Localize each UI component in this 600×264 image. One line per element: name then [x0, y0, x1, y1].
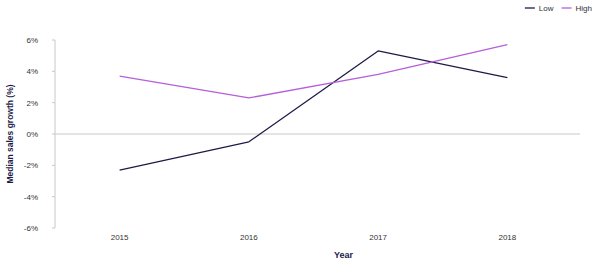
x-axis: [55, 134, 580, 135]
y-tick-label: 4%: [26, 67, 38, 76]
plot-lines: [120, 45, 508, 170]
y-tick-label: 0%: [26, 130, 38, 139]
x-axis-label: Year: [334, 250, 354, 260]
y-tick-label: 2%: [26, 99, 38, 108]
y-tick-label: -6%: [24, 224, 38, 233]
series-line: [120, 45, 508, 98]
series-line: [120, 51, 508, 170]
y-axis-label: Median sales growth (%): [5, 84, 15, 183]
y-tick-label: -2%: [24, 161, 38, 170]
legend-label: Low: [539, 4, 554, 13]
x-tick-label: 2018: [498, 233, 516, 242]
legend-label: High: [576, 4, 592, 13]
y-tick: [52, 40, 55, 41]
y-tick: [52, 134, 55, 135]
x-tick-label: 2017: [369, 233, 387, 242]
x-tick-label: 2015: [111, 233, 129, 242]
y-tick-label: -4%: [24, 193, 38, 202]
y-tick-label: 6%: [26, 36, 38, 45]
legend-swatch: [562, 7, 572, 8]
legend-swatch: [525, 7, 535, 8]
chart: -6% -4% -2% 0% 2% 4% 6% 2015 2016 2017 2018 Year Med…: [0, 0, 600, 264]
x-tick-label: 2016: [240, 233, 258, 242]
y-tick: [52, 102, 55, 103]
y-tick: [52, 71, 55, 72]
y-tick: [52, 165, 55, 166]
y-tick: [52, 196, 55, 197]
y-tick: [52, 228, 55, 229]
